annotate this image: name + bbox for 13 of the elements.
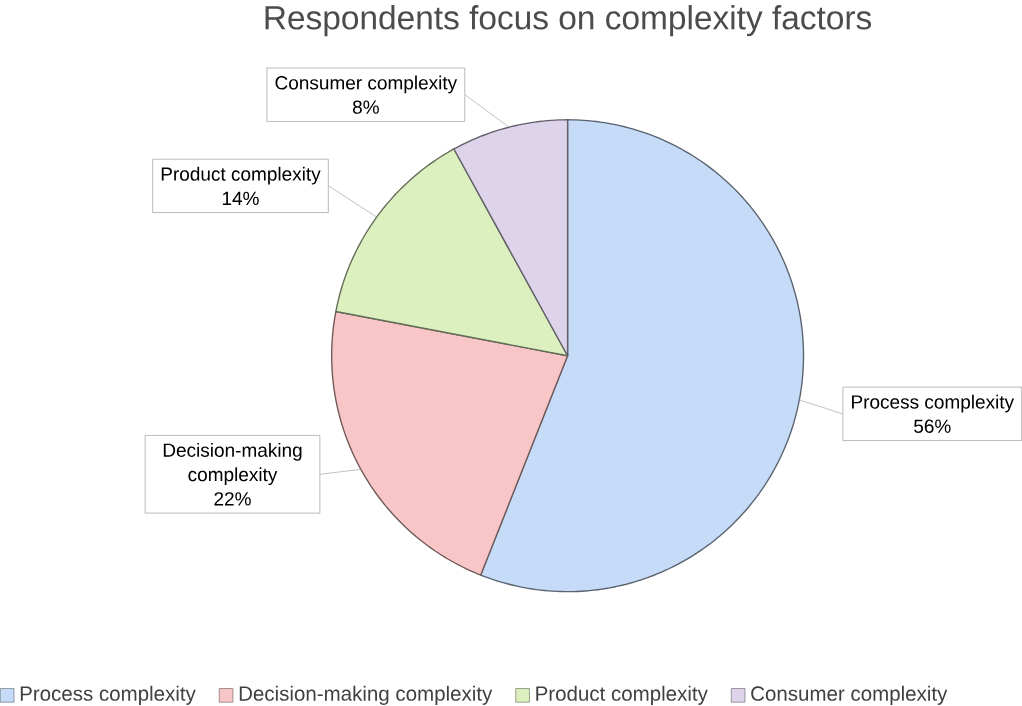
slice-label: Product complexity xyxy=(161,166,321,185)
legend-label: Consumer complexity xyxy=(751,685,948,705)
legend-label: Decision-making complexity xyxy=(239,685,493,705)
slice-label: Process complexity xyxy=(852,394,1015,413)
legend-label: Product complexity xyxy=(536,685,708,705)
chart-title: Respondents focus on complexity factors xyxy=(265,4,872,36)
slice-label: Consumer complexity xyxy=(275,75,458,94)
data-label: 22% xyxy=(214,491,251,506)
slice-label: Decision-making complexity xyxy=(163,442,302,485)
data-label: 8% xyxy=(352,100,379,114)
data-label: 56% xyxy=(914,419,951,433)
data-label: 14% xyxy=(222,191,259,205)
legend-label: Process complexity xyxy=(20,685,196,705)
